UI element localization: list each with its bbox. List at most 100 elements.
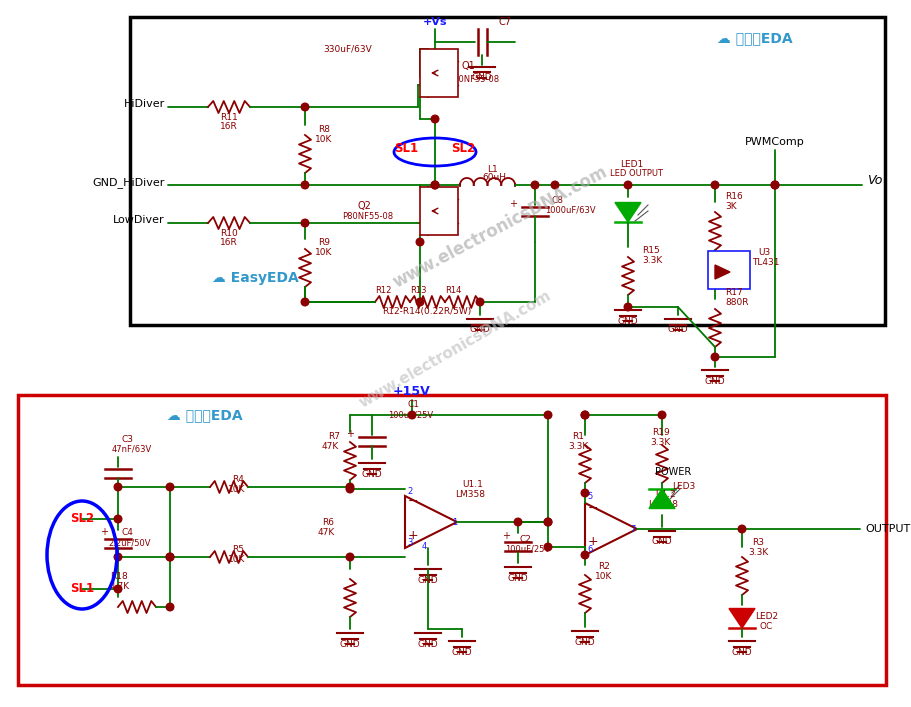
Text: Vo: Vo — [867, 173, 883, 187]
Text: 60uH: 60uH — [482, 173, 506, 182]
Text: GND: GND — [732, 648, 752, 657]
Text: 10K: 10K — [228, 485, 245, 494]
Text: LED2: LED2 — [755, 612, 778, 621]
Text: R3: R3 — [752, 538, 764, 547]
Text: R9: R9 — [318, 238, 330, 247]
Text: GND_HiDiver: GND_HiDiver — [93, 177, 165, 188]
Text: OC: OC — [760, 622, 773, 631]
Text: C3: C3 — [122, 435, 134, 444]
Text: U1.2: U1.2 — [655, 490, 676, 499]
Circle shape — [772, 181, 779, 189]
Text: LowDiver: LowDiver — [113, 215, 165, 225]
Text: www.electronicsDNA.com: www.electronicsDNA.com — [390, 163, 610, 291]
Text: ☁ EasyEDA: ☁ EasyEDA — [211, 271, 299, 285]
Text: 2.2uF/50V: 2.2uF/50V — [108, 538, 150, 547]
Text: R1: R1 — [572, 432, 584, 441]
Text: 3K: 3K — [725, 202, 737, 211]
Text: R10: R10 — [220, 229, 238, 238]
Text: 47K: 47K — [322, 442, 339, 451]
Text: R18: R18 — [110, 572, 128, 581]
Circle shape — [114, 553, 122, 561]
Text: GND: GND — [470, 325, 490, 334]
Text: 16R: 16R — [220, 122, 238, 131]
Text: R5: R5 — [232, 545, 244, 554]
Text: R16: R16 — [725, 192, 742, 201]
Circle shape — [659, 411, 666, 419]
Text: U1.1: U1.1 — [462, 480, 483, 489]
Text: 5: 5 — [587, 492, 592, 501]
Circle shape — [114, 585, 122, 592]
Circle shape — [346, 553, 353, 561]
Circle shape — [166, 553, 174, 561]
Circle shape — [711, 181, 719, 189]
Text: LED OUTPUT: LED OUTPUT — [610, 169, 663, 178]
Circle shape — [431, 115, 439, 123]
Text: www.electronicsDNA.com: www.electronicsDNA.com — [356, 288, 554, 410]
Text: OUTPUT(Signal): OUTPUT(Signal) — [865, 524, 911, 534]
Text: +: + — [100, 527, 108, 537]
Circle shape — [416, 238, 424, 246]
Text: TL431: TL431 — [752, 258, 780, 267]
Circle shape — [302, 219, 309, 227]
Text: R11: R11 — [220, 113, 238, 122]
Circle shape — [302, 181, 309, 189]
Text: R13: R13 — [410, 286, 426, 295]
Text: 16R: 16R — [220, 238, 238, 247]
Text: 1: 1 — [452, 518, 457, 527]
Text: 10K: 10K — [315, 248, 333, 257]
Text: GND: GND — [618, 317, 639, 326]
Polygon shape — [729, 609, 755, 628]
Text: 3.3K: 3.3K — [568, 442, 589, 451]
Text: 47nF/63V: 47nF/63V — [112, 445, 152, 454]
Text: R4: R4 — [232, 475, 244, 484]
Text: −: − — [408, 495, 418, 508]
Text: P80NF55-08: P80NF55-08 — [448, 75, 499, 84]
Circle shape — [431, 181, 439, 189]
Text: GND: GND — [705, 377, 725, 386]
Text: R14: R14 — [445, 286, 461, 295]
Circle shape — [476, 298, 484, 306]
Circle shape — [544, 543, 552, 551]
Text: R8: R8 — [318, 125, 330, 134]
Bar — [708, 251, 750, 289]
Text: 2: 2 — [407, 487, 413, 496]
Text: 3.3K: 3.3K — [748, 548, 768, 557]
Text: GND: GND — [507, 574, 528, 583]
Text: GND: GND — [575, 638, 595, 647]
Text: ☁ 嘉立创EDA: ☁ 嘉立创EDA — [168, 408, 243, 422]
Text: GND: GND — [362, 470, 383, 479]
Circle shape — [624, 303, 632, 311]
Bar — [420, 49, 458, 97]
Circle shape — [166, 603, 174, 611]
Text: P80NF55-08: P80NF55-08 — [342, 212, 394, 221]
Text: 7: 7 — [630, 525, 635, 534]
Text: GND: GND — [417, 576, 438, 585]
Text: +: + — [408, 529, 419, 542]
Circle shape — [408, 411, 415, 419]
Text: 4.7K: 4.7K — [110, 582, 130, 591]
Text: C7: C7 — [498, 17, 511, 27]
Text: LM358: LM358 — [648, 500, 678, 509]
Circle shape — [114, 483, 122, 491]
Text: SL1: SL1 — [394, 142, 418, 155]
Text: JiaLi-EDA: JiaLi-EDA — [723, 32, 786, 45]
Circle shape — [544, 518, 552, 526]
Circle shape — [581, 489, 589, 497]
Text: 10K: 10K — [315, 135, 333, 144]
Circle shape — [772, 181, 779, 189]
Text: 10K: 10K — [595, 572, 612, 581]
Text: GND: GND — [472, 73, 492, 82]
Bar — [420, 187, 458, 235]
Text: 3: 3 — [407, 538, 413, 547]
Circle shape — [738, 525, 746, 533]
Text: +: + — [588, 535, 599, 548]
Circle shape — [114, 515, 122, 522]
Text: PWMComp: PWMComp — [745, 137, 805, 147]
Text: 4: 4 — [422, 542, 427, 551]
Text: R2: R2 — [598, 562, 609, 571]
Circle shape — [416, 298, 424, 306]
Text: GND: GND — [452, 648, 472, 657]
Text: −: − — [588, 502, 599, 515]
Text: +: + — [346, 429, 354, 439]
Text: LM358: LM358 — [455, 490, 485, 499]
